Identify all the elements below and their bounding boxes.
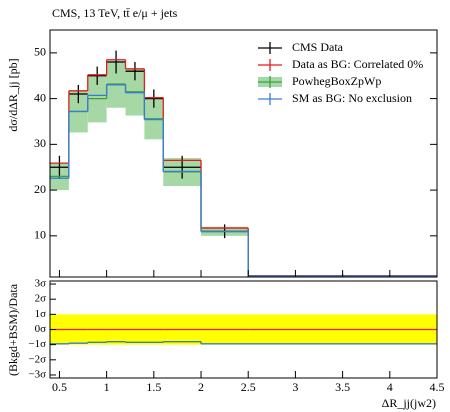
legend-label: SM as BG: No exclusion bbox=[292, 91, 412, 105]
x-tick-label: 1 bbox=[104, 380, 110, 394]
y-tick-label: 50 bbox=[34, 45, 46, 59]
y-tick-label: 30 bbox=[34, 136, 46, 150]
chart-title: CMS, 13 TeV, tt̄ e/μ + jets bbox=[52, 6, 178, 20]
ratio-y-tick-label: 3σ bbox=[35, 278, 47, 290]
main-frame bbox=[49, 29, 438, 278]
y-tick-label: 40 bbox=[34, 90, 46, 104]
legend-label: PowhegBoxZpWp bbox=[292, 74, 381, 88]
x-tick-label: 4.5 bbox=[430, 380, 445, 394]
x-tick-label: 3 bbox=[292, 380, 298, 394]
x-tick-label: 2 bbox=[198, 380, 204, 394]
y-axis-label: dσ/dΔR_jj [pb] bbox=[6, 58, 20, 131]
ratio-y-label: (Bkgd+BSM)/Data bbox=[6, 283, 20, 376]
legend-label: CMS Data bbox=[292, 40, 344, 54]
x-tick-label: 1.5 bbox=[146, 380, 161, 394]
legend-label: Data as BG: Correlated 0% bbox=[292, 57, 423, 71]
x-tick-label: 2.5 bbox=[241, 380, 256, 394]
ratio-y-tick-label: 2σ bbox=[35, 293, 47, 305]
x-tick-label: 0.5 bbox=[52, 380, 67, 394]
ratio-y-tick-label: −2σ bbox=[28, 353, 46, 365]
ratio-y-tick-label: 0σ bbox=[35, 323, 47, 335]
x-axis-label: ΔR_jj(jw2) bbox=[382, 396, 436, 410]
y-tick-label: 10 bbox=[34, 228, 46, 242]
ratio-y-tick-label: −3σ bbox=[28, 369, 46, 381]
ratio-y-tick-label: 1σ bbox=[35, 308, 47, 320]
x-tick-label: 3.5 bbox=[335, 380, 350, 394]
y-tick-label: 20 bbox=[34, 182, 46, 196]
x-tick-label: 4 bbox=[387, 380, 393, 394]
ratio-y-tick-label: −1σ bbox=[28, 338, 46, 350]
